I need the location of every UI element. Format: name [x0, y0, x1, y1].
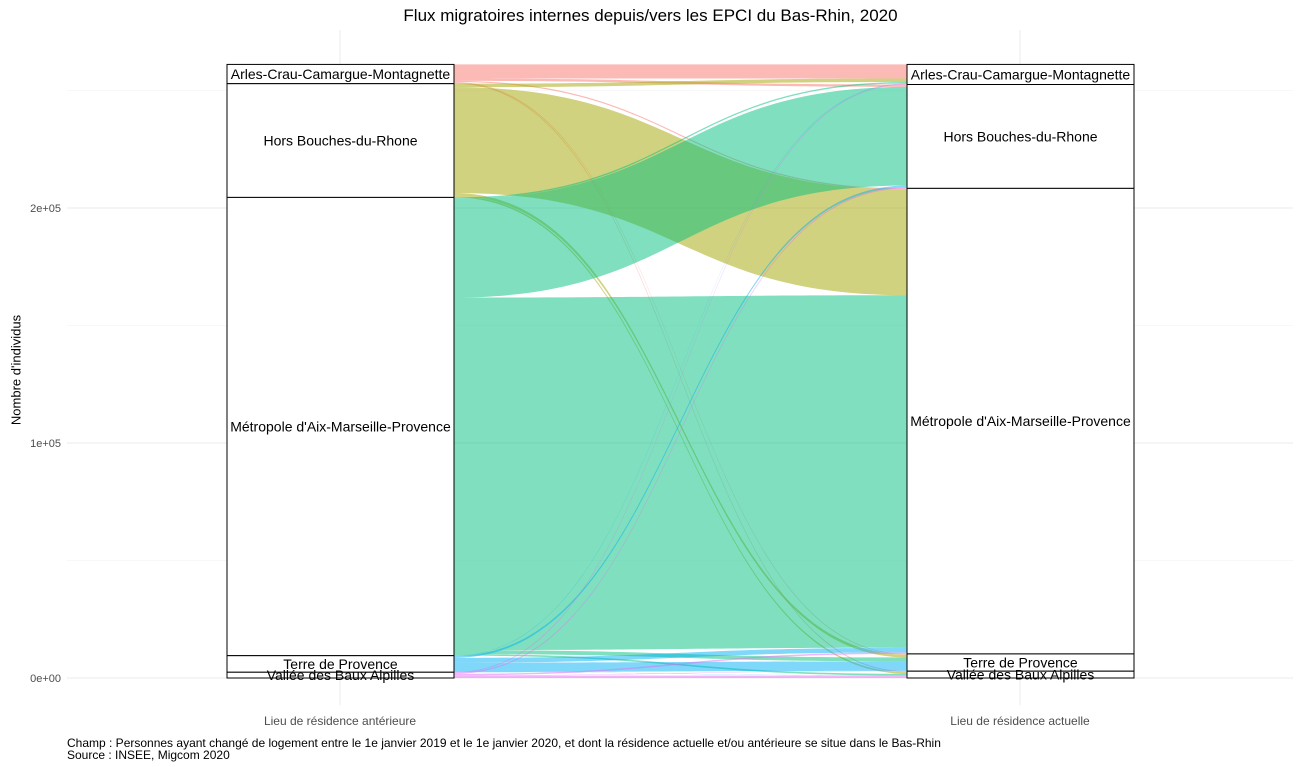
stratum-label-origin: Hors Bouches-du-Rhone [263, 133, 417, 149]
caption-source: Source : INSEE, Migcom 2020 [67, 748, 230, 762]
flow-ribbon [454, 78, 907, 88]
flow-ribbon [454, 86, 907, 298]
stratum-label-destination: Terre de Provence [963, 655, 1078, 671]
stratum-origin [226, 671, 455, 679]
stratum-label-origin: Terre de Provence [283, 656, 398, 672]
stratum-boxes: Arles-Crau-Camargue-Montagnette Hors Bouc… [226, 63, 1135, 683]
stratum-origin [226, 83, 455, 198]
flow-ribbon [454, 661, 907, 673]
y-tick-label: 1e+05 [30, 438, 61, 450]
flow-ribbon [454, 64, 907, 79]
flow-ribbon [454, 670, 907, 676]
stratum-destination [906, 670, 1135, 679]
flow-ribbon [454, 80, 907, 190]
y-tick-label: 0e+00 [30, 673, 61, 685]
stratum-label-destination: Hors Bouches-du-Rhone [943, 128, 1097, 144]
flow-ribbon [454, 675, 907, 678]
stratum-label-destination: Métropole d'Aix-Marseille-Provence [910, 413, 1131, 429]
stratum-destination [906, 84, 1135, 189]
flow-ribbon [454, 295, 907, 651]
x-axis-label-origin: Lieu de résidence antérieure [263, 714, 417, 728]
flow-ribbon [454, 652, 907, 676]
x-axis-label-destination: Lieu de résidence actuelle [950, 714, 1090, 728]
flow-ribbon [454, 187, 907, 674]
flow-ribbon [454, 82, 907, 199]
caption-champ: Champ : Personnes ayant changé de logeme… [67, 736, 941, 750]
stratum-origin [226, 196, 455, 657]
flow-ribbon [454, 185, 907, 658]
stratum-destination [906, 187, 1135, 655]
flow-ribbon [454, 83, 907, 673]
stratum-label-destination: Vallée des Baux Alpilles [947, 667, 1095, 683]
flow-ribbon [454, 647, 907, 663]
stratum-label-origin: Arles-Crau-Camargue-Montagnette [231, 66, 451, 82]
flow-ribbon [454, 672, 907, 676]
y-axis-ticks: 0e+00 1e+05 2e+05 [30, 203, 61, 685]
chart-title: Flux migratoires internes depuis/vers le… [403, 6, 898, 25]
stratum-label-origin: Vallée des Baux Alpilles [267, 667, 415, 683]
stratum-label-destination: Arles-Crau-Camargue-Montagnette [911, 66, 1131, 82]
flow-ribbons [454, 64, 907, 678]
y-tick-label: 2e+05 [30, 203, 61, 215]
flow-ribbon [454, 83, 907, 657]
stratum-label-origin: Métropole d'Aix-Marseille-Provence [230, 419, 451, 435]
